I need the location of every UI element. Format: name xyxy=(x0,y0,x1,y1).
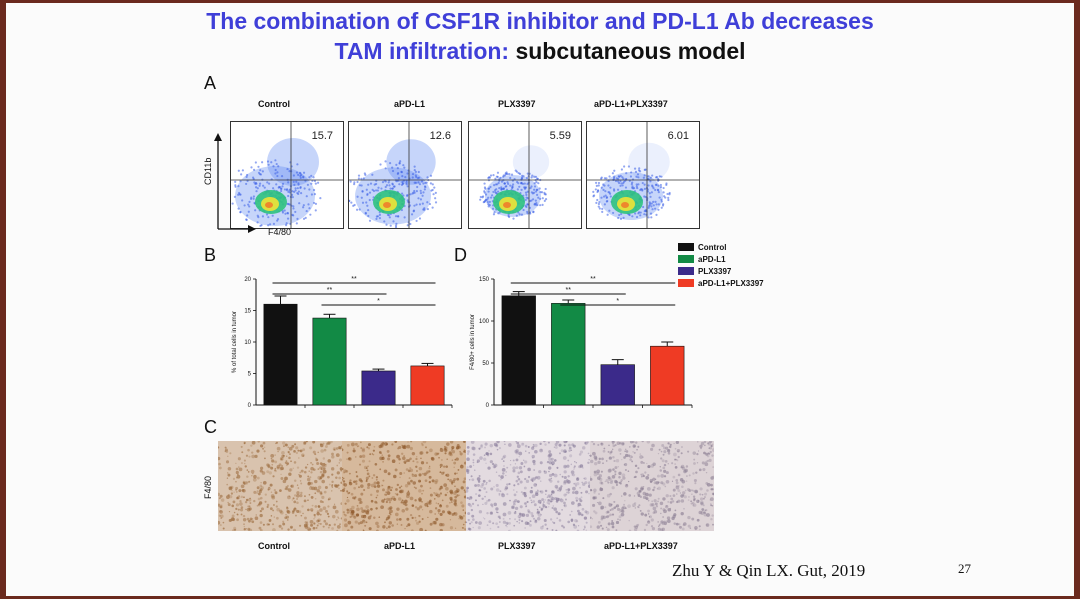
legend-item: Control xyxy=(678,241,764,253)
flow-axis-arrows xyxy=(214,133,256,233)
significance-label: ** xyxy=(351,276,357,283)
flow-density xyxy=(587,122,699,228)
ihc-image-control xyxy=(218,441,342,531)
flow-percent: 12.6 xyxy=(429,130,451,142)
ihc-y-label: F4/80 xyxy=(203,475,213,499)
title-line-1: The combination of CSF1R inhibitor and P… xyxy=(206,8,874,34)
ihc-label-control: Control xyxy=(258,541,290,551)
flow-density xyxy=(349,122,461,228)
flow-density xyxy=(469,122,581,228)
legend-label: Control xyxy=(698,242,727,252)
page-number: 27 xyxy=(958,561,971,576)
bar xyxy=(600,364,635,406)
slide: The combination of CSF1R inhibitor and P… xyxy=(6,3,1074,596)
flow-label-combo: aPD-L1+PLX3397 xyxy=(594,99,668,109)
citation: Zhu Y & Qin LX. Gut, 2019 xyxy=(672,561,866,580)
bar xyxy=(361,370,396,406)
chart-legend: Control aPD-L1 PLX3397 aPD-L1+PLX3397 xyxy=(678,241,764,289)
flow-density xyxy=(231,122,343,228)
y-tick-label: 10 xyxy=(244,340,251,346)
significance-label: * xyxy=(377,298,380,305)
flow-plot-combo: 6.01 xyxy=(586,121,700,229)
legend-swatch xyxy=(678,255,694,263)
bar xyxy=(650,345,685,406)
y-tick-label: 5 xyxy=(248,372,252,378)
significance-label: * xyxy=(616,298,619,305)
y-tick-label: 150 xyxy=(479,277,490,283)
y-tick-label: 15 xyxy=(244,309,251,315)
ihc-image-combo xyxy=(590,441,714,531)
flow-percent: 15.7 xyxy=(311,130,333,142)
legend-swatch xyxy=(678,267,694,275)
legend-label: aPD-L1+PLX3397 xyxy=(698,278,764,288)
flow-plot-plx3397: 5.59 xyxy=(468,121,582,229)
flow-percent: 5.59 xyxy=(549,130,571,142)
y-tick-label: 0 xyxy=(248,403,252,409)
legend-swatch xyxy=(678,279,694,287)
bar xyxy=(551,303,586,406)
flow-plot-apdl1: 12.6 xyxy=(348,121,462,229)
flow-percent: 6.01 xyxy=(667,130,689,142)
slide-title: The combination of CSF1R inhibitor and P… xyxy=(6,6,1074,66)
ihc-image-plx3397 xyxy=(466,441,590,531)
flow-label-apdl1: aPD-L1 xyxy=(394,99,426,109)
legend-label: aPD-L1 xyxy=(698,254,726,264)
panel-a-letter: A xyxy=(204,73,217,93)
ihc-label-apdl1: aPD-L1 xyxy=(384,541,416,551)
title-line-2-blue: TAM infiltration: xyxy=(334,38,510,64)
y-axis-label: % of total cells in tumor xyxy=(232,311,238,373)
y-tick-label: 50 xyxy=(482,361,489,367)
bar xyxy=(263,303,298,406)
y-tick-label: 20 xyxy=(244,277,251,283)
flow-label-plx3397: PLX3397 xyxy=(498,99,536,109)
panel-d-letter: D xyxy=(454,245,467,265)
bar xyxy=(312,317,347,406)
ihc-image-apdl1 xyxy=(342,441,466,531)
title-line-2-black: subcutaneous model xyxy=(509,38,746,64)
flow-plot-control: 15.7 xyxy=(230,121,344,229)
bar xyxy=(501,295,536,406)
ihc-label-combo: aPD-L1+PLX3397 xyxy=(604,541,678,551)
panel-c-letter: C xyxy=(204,417,217,437)
flow-y-axis-label: CD11b xyxy=(203,157,213,185)
legend-swatch xyxy=(678,243,694,251)
significance-label: ** xyxy=(566,287,572,294)
bar xyxy=(410,365,445,406)
legend-item: PLX3397 xyxy=(678,265,764,277)
significance-label: ** xyxy=(590,276,596,283)
title-line-2: TAM infiltration: subcutaneous model xyxy=(6,36,1074,66)
y-axis-label: F4/80+ cells in tumor xyxy=(470,314,476,370)
legend-label: PLX3397 xyxy=(698,266,732,276)
panel-b-letter: B xyxy=(204,245,217,265)
legend-item: aPD-L1+PLX3397 xyxy=(678,277,764,289)
flow-x-axis-label: F4/80 xyxy=(268,227,292,237)
flow-label-control: Control xyxy=(258,99,290,109)
ihc-label-plx3397: PLX3397 xyxy=(498,541,536,551)
y-tick-label: 0 xyxy=(486,403,490,409)
legend-item: aPD-L1 xyxy=(678,253,764,265)
significance-label: ** xyxy=(327,287,333,294)
y-tick-label: 100 xyxy=(479,319,490,325)
